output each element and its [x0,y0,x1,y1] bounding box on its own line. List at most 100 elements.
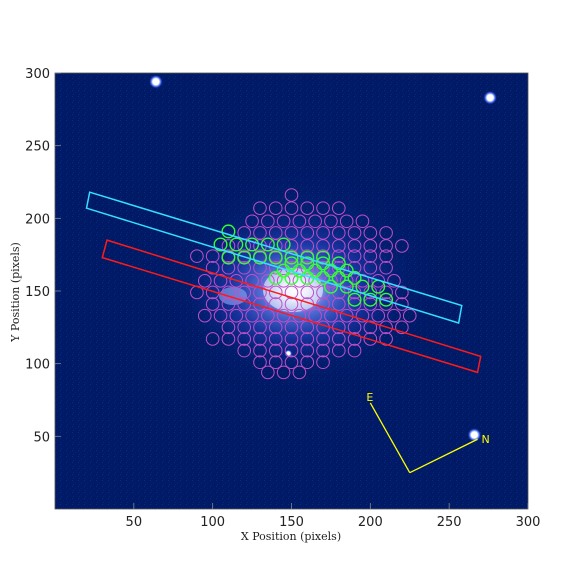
magenta-fiber [237,285,251,300]
magenta-fiber [292,214,307,229]
green-fiber-group [213,224,394,307]
magenta-fiber [347,297,362,311]
magenta-fiber [253,201,267,215]
magenta-fiber [363,260,378,275]
compass-rose: E N [366,391,490,474]
magenta-fiber [339,308,354,323]
magenta-fiber [316,355,330,370]
magenta-fiber [268,355,283,370]
magenta-fiber [332,201,346,215]
green-fiber [268,270,283,285]
x-tick-label: 250 [437,515,462,530]
cyan-slit [85,191,463,324]
magenta-fiber [268,239,283,253]
magenta-fiber [261,365,275,380]
green-fiber [316,256,331,271]
magenta-fiber [355,308,370,323]
magenta-fiber [205,249,220,263]
magenta-fiber [300,239,315,253]
magenta-fiber-grid [190,188,417,380]
green-fiber [339,263,354,278]
green-fiber [363,292,378,307]
overlay-layer: E N [85,188,490,474]
sky-image [55,73,528,509]
magenta-fiber [221,320,236,335]
magenta-fiber [284,239,299,253]
compass-north-label: N [482,433,490,446]
magenta-fiber [253,320,267,335]
green-fiber [268,250,283,265]
magenta-fiber [316,297,330,311]
magenta-fiber [339,214,354,229]
magenta-fiber [316,201,330,215]
magenta-fiber [284,332,299,346]
magenta-fiber [253,355,267,370]
x-axis-ticks: 50 100 150 200 250 300 [126,503,540,530]
magenta-fiber [316,260,330,275]
magenta-fiber [245,274,259,288]
green-fiber [284,256,299,271]
bright-star [148,74,163,89]
magenta-fiber [324,214,338,229]
magenta-fiber [237,320,251,335]
green-fiber [316,270,331,285]
magenta-fiber [300,332,315,346]
green-fiber [284,250,299,265]
magenta-fiber [355,214,370,229]
magenta-fiber [205,297,220,311]
magenta-fiber [395,320,409,335]
green-fiber [347,270,362,285]
magenta-fiber [276,214,291,229]
magenta-fiber [284,343,299,358]
magenta-fiber [363,332,378,346]
magenta-fiber [402,308,417,323]
magenta-fiber [229,274,244,288]
x-tick-label: 50 [126,515,143,530]
magenta-fiber [284,260,299,275]
green-fiber [245,237,260,252]
green-fiber [331,270,346,285]
magenta-fiber [276,274,291,288]
magenta-fiber [332,343,346,358]
magenta-fiber [221,297,236,311]
magenta-fiber [387,274,401,288]
magenta-fiber [268,285,283,300]
galaxy-knot [219,287,247,305]
magenta-fiber [316,343,330,358]
magenta-fiber [284,201,299,215]
bright-star [483,90,498,105]
magenta-fiber [347,343,362,358]
magenta-fiber [237,332,251,346]
magenta-fiber [245,308,259,323]
green-fiber [252,250,267,265]
magenta-fiber [300,201,315,215]
green-fiber [323,263,338,278]
x-tick-label: 150 [279,515,304,530]
magenta-fiber [268,320,283,335]
magenta-fiber [379,260,393,275]
green-fiber [221,224,236,239]
magenta-fiber [253,343,267,358]
magenta-fiber [268,201,283,215]
magenta-fiber [261,308,275,323]
magenta-fiber [300,343,315,358]
magenta-fiber [300,260,315,275]
compass-east-line [369,402,411,473]
green-fiber [237,250,252,265]
magenta-fiber [387,308,401,323]
magenta-fiber [284,320,299,335]
magenta-fiber [197,274,212,288]
x-axis-title: X Position (pixels) [241,530,341,543]
magenta-fiber [363,320,378,335]
magenta-fiber [332,260,346,275]
green-fiber [300,256,315,271]
magenta-fiber [363,249,378,263]
magenta-fiber [395,285,409,300]
magenta-fiber [213,274,228,288]
magenta-fiber [347,332,362,346]
magenta-fiber [332,249,346,263]
magenta-fiber [379,320,393,335]
magenta-fiber [261,274,275,288]
green-fiber [229,237,244,252]
